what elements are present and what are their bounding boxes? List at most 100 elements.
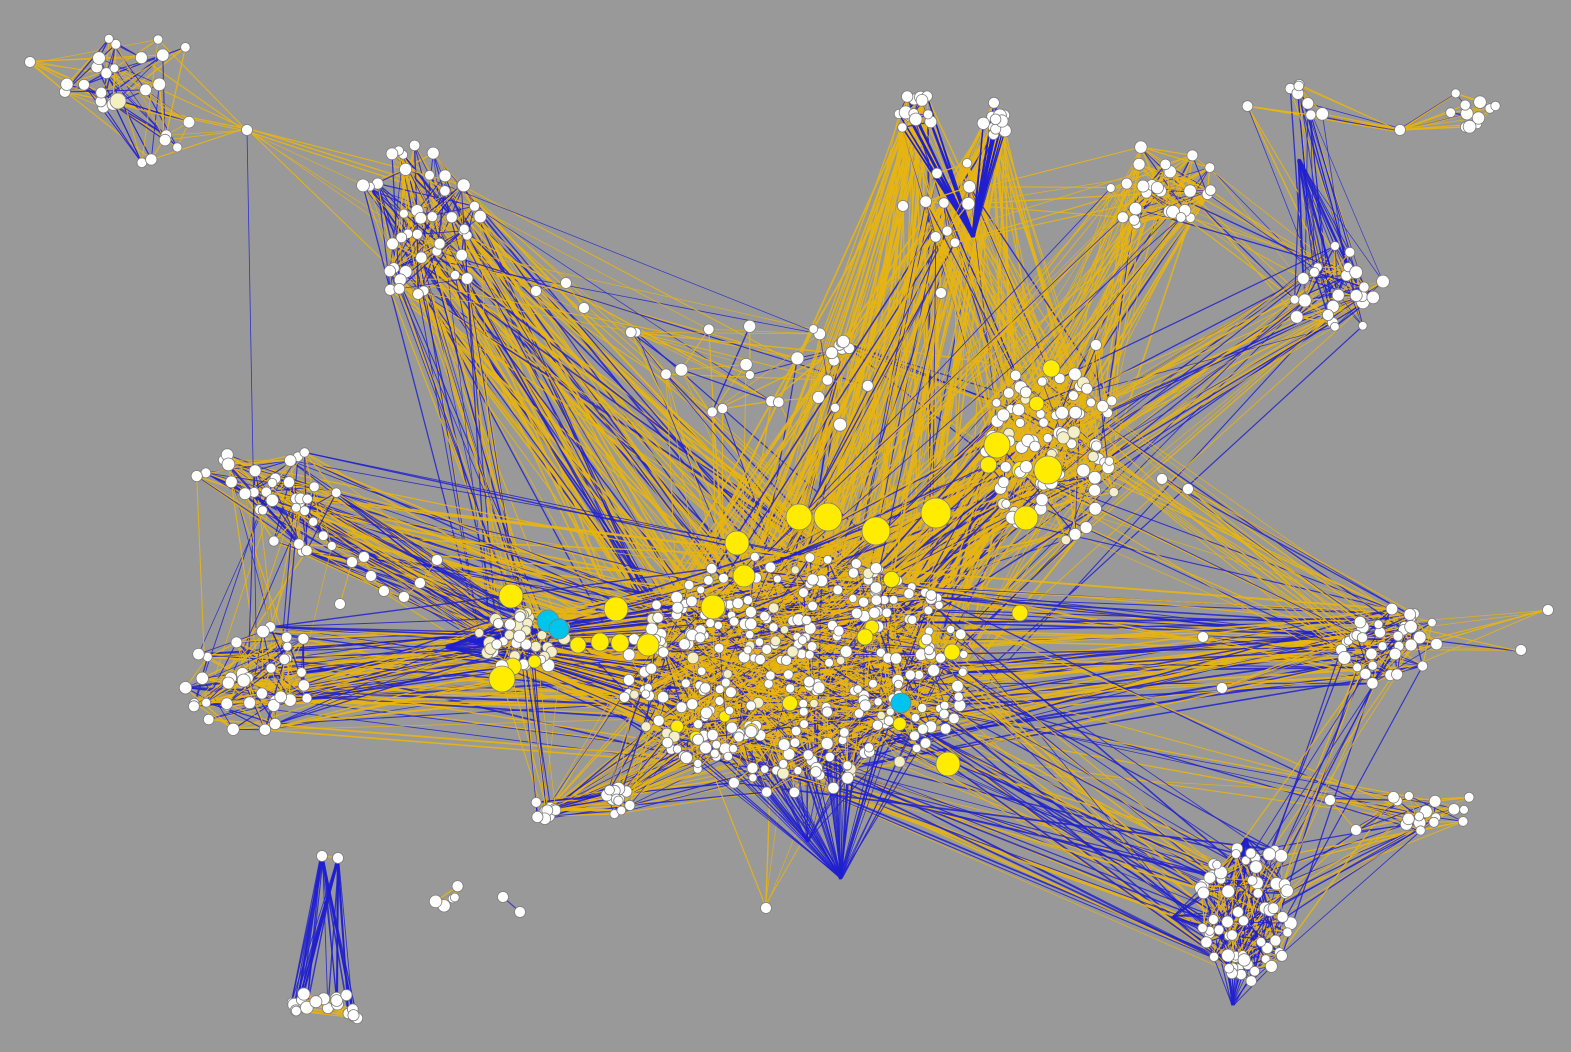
graph-node[interactable] (893, 755, 906, 768)
graph-node[interactable] (280, 631, 293, 643)
graph-node[interactable] (765, 670, 776, 681)
graph-node[interactable] (238, 487, 252, 501)
graph-node[interactable] (1076, 463, 1091, 478)
graph-node[interactable] (1459, 99, 1471, 111)
graph-node[interactable] (1417, 660, 1428, 672)
graph-node[interactable] (1246, 875, 1258, 886)
graph-node[interactable] (158, 133, 172, 147)
graph-node[interactable] (356, 178, 370, 193)
graph-node[interactable] (1376, 274, 1390, 289)
graph-node[interactable] (1042, 433, 1053, 444)
graph-node[interactable] (530, 640, 542, 653)
graph-node[interactable] (1212, 860, 1222, 870)
graph-node[interactable] (1353, 615, 1367, 629)
graph-node[interactable] (248, 464, 262, 478)
graph-node[interactable] (192, 647, 205, 661)
graph-node[interactable] (920, 633, 933, 646)
graph-node[interactable] (645, 622, 659, 636)
graph-node[interactable] (1358, 281, 1370, 293)
graph-node[interactable] (433, 237, 446, 250)
graph-node[interactable] (1232, 906, 1244, 918)
graph-node[interactable] (134, 51, 148, 65)
graph-node[interactable] (1132, 157, 1146, 171)
graph-node[interactable] (1415, 825, 1426, 836)
graph-node[interactable] (1231, 849, 1241, 859)
graph-node[interactable] (1274, 849, 1288, 863)
graph-node[interactable] (1116, 211, 1129, 224)
graph-node[interactable] (1402, 812, 1415, 826)
graph-node[interactable] (927, 664, 940, 677)
graph-node[interactable] (438, 169, 452, 183)
graph-node[interactable] (414, 211, 427, 225)
graph-node[interactable] (1289, 294, 1300, 305)
graph-node[interactable] (1428, 794, 1442, 808)
graph-node[interactable] (809, 766, 822, 778)
graph-node[interactable] (180, 42, 191, 53)
graph-node[interactable] (693, 759, 703, 769)
graph-node[interactable] (931, 167, 943, 179)
graph-node[interactable] (770, 635, 781, 647)
graph-node[interactable] (693, 719, 704, 730)
graph-node[interactable] (839, 645, 853, 658)
graph-node[interactable] (412, 288, 424, 300)
graph-node[interactable] (1447, 803, 1461, 816)
graph-node[interactable] (1087, 450, 1099, 463)
graph-node[interactable] (923, 109, 934, 120)
graph-node[interactable] (823, 555, 833, 565)
graph-node[interactable] (1373, 619, 1384, 630)
graph-node[interactable] (455, 248, 468, 262)
graph-node[interactable] (1029, 440, 1041, 453)
graph-node[interactable] (172, 142, 183, 153)
graph-node[interactable] (267, 477, 278, 488)
graph-node[interactable] (909, 730, 920, 742)
graph-node[interactable] (527, 654, 542, 669)
graph-node[interactable] (870, 594, 883, 606)
graph-node[interactable] (104, 33, 114, 44)
graph-node[interactable] (153, 34, 164, 45)
graph-node[interactable] (703, 575, 714, 586)
graph-node[interactable] (833, 625, 845, 637)
graph-node[interactable] (780, 625, 790, 635)
graph-node[interactable] (683, 579, 695, 591)
graph-node[interactable] (1009, 369, 1022, 382)
graph-node[interactable] (714, 696, 725, 706)
graph-node[interactable] (426, 211, 438, 223)
graph-node[interactable] (680, 678, 691, 689)
graph-node[interactable] (1241, 855, 1251, 866)
graph-node[interactable] (1136, 179, 1150, 193)
graph-node[interactable] (809, 698, 819, 709)
graph-node[interactable] (991, 398, 1002, 408)
graph-node[interactable] (1365, 647, 1378, 661)
graph-node[interactable] (732, 597, 744, 609)
graph-node[interactable] (839, 727, 850, 738)
graph-node[interactable] (473, 210, 487, 224)
graph-node[interactable] (935, 652, 947, 664)
graph-node[interactable] (1067, 425, 1081, 439)
graph-node[interactable] (661, 737, 674, 749)
graph-node[interactable] (923, 605, 934, 616)
graph-node[interactable] (850, 558, 862, 569)
graph-node[interactable] (1159, 158, 1172, 171)
graph-node[interactable] (824, 751, 835, 763)
graph-node[interactable] (915, 94, 929, 107)
graph-node[interactable] (761, 644, 773, 655)
graph-node[interactable] (754, 637, 765, 647)
graph-node[interactable] (1203, 871, 1217, 884)
graph-node[interactable] (979, 456, 998, 474)
graph-node[interactable] (92, 51, 106, 65)
graph-node[interactable] (297, 679, 310, 692)
graph-node[interactable] (1367, 660, 1378, 671)
graph-node[interactable] (951, 680, 964, 693)
graph-node[interactable] (746, 762, 759, 774)
graph-node[interactable] (504, 618, 517, 631)
graph-node[interactable] (917, 723, 929, 735)
graph-node[interactable] (940, 700, 950, 711)
graph-node[interactable] (989, 113, 1002, 126)
graph-node[interactable] (302, 493, 313, 505)
graph-node[interactable] (745, 629, 755, 640)
graph-node[interactable] (706, 728, 719, 741)
graph-node[interactable] (853, 684, 863, 694)
graph-node[interactable] (282, 641, 293, 652)
graph-node[interactable] (821, 706, 833, 718)
